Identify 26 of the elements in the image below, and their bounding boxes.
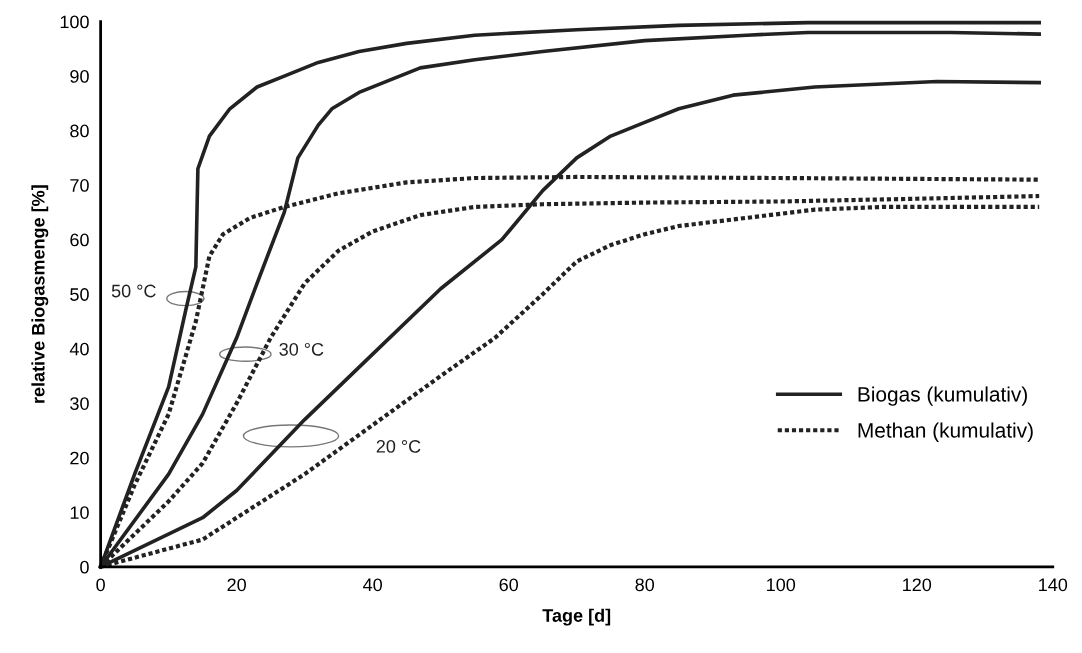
x-axis-title: Tage [d] (542, 608, 611, 626)
x-tick-label: 40 (363, 578, 383, 592)
annotation: 20 °C (376, 440, 421, 453)
annotation: 30 °C (279, 342, 324, 356)
y-tick-label: 50 (70, 288, 89, 301)
y-axis-title: relative Biogasmenge [%] (31, 185, 49, 403)
y-tick-label: 30 (70, 397, 89, 410)
x-tick-label: 0 (96, 578, 105, 592)
y-tick-label: 70 (70, 179, 89, 192)
x-tick-label: 60 (499, 578, 519, 592)
legend-label: Methan (kumulativ) (858, 422, 1033, 442)
y-tick-label: 20 (70, 451, 89, 465)
legend-label: Biogas (kumulativ) (858, 386, 1027, 406)
y-tick-label: 100 (60, 15, 89, 29)
x-tick-label: 80 (635, 578, 655, 592)
annotation: 50 °C (111, 284, 156, 298)
x-tick-label: 120 (903, 578, 932, 592)
x-tick-label: 140 (1039, 578, 1068, 592)
y-tick-label: 10 (70, 506, 89, 519)
y-tick-label: 40 (69, 342, 89, 356)
y-tick-label: 90 (70, 70, 89, 83)
x-tick-label: 20 (227, 578, 246, 592)
y-tick-label: 0 (80, 560, 89, 574)
y-tick-label: 60 (70, 233, 89, 247)
y-tick-label: 80 (70, 124, 89, 138)
x-tick-label: 100 (767, 578, 796, 592)
